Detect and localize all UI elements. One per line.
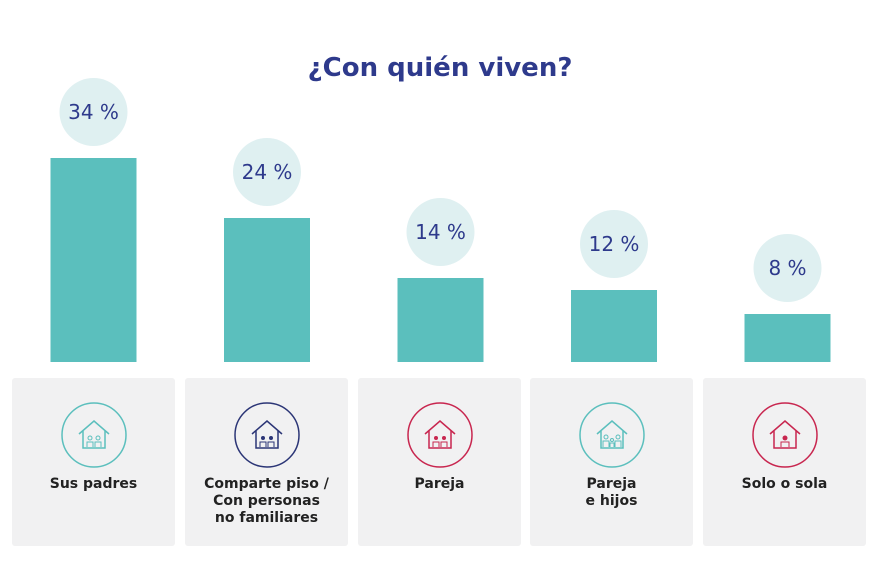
value-label: 8 % <box>768 256 806 280</box>
chart: ¿Con quién viven? 34 % 24 % 14 % 12 % 8 % <box>50 53 831 362</box>
category-card: Comparte piso / Con personas no familiar… <box>185 378 348 546</box>
bar <box>571 290 657 362</box>
value-label: 12 % <box>589 232 640 256</box>
label-bubble <box>233 138 301 206</box>
category-card: Sus padres <box>12 378 175 546</box>
label-bubble <box>59 78 128 146</box>
category-label: Comparte piso / Con personas no familiar… <box>204 476 329 526</box>
chart-title: ¿Con quién viven? <box>308 53 573 83</box>
category-label: Sus padres <box>49 476 138 492</box>
icon <box>61 402 127 468</box>
bar <box>397 278 484 362</box>
icon <box>234 402 300 468</box>
value-label: 34 % <box>68 100 119 124</box>
value-label: 14 % <box>415 220 466 244</box>
category-label: Solo o sola <box>741 476 828 492</box>
category-label: Pareja e hijos <box>585 476 638 509</box>
category-card: Solo o sola <box>703 378 866 546</box>
category-label: Pareja <box>414 476 465 492</box>
icon <box>579 402 645 468</box>
icon <box>407 402 473 468</box>
value-label: 24 % <box>242 160 293 184</box>
icon <box>752 402 818 468</box>
bar <box>224 218 310 362</box>
label-bubble <box>753 234 822 302</box>
category-card: Pareja <box>358 378 521 546</box>
label-bubble <box>406 198 475 266</box>
category-card: Pareja e hijos <box>530 378 693 546</box>
label-bubble <box>580 210 648 278</box>
bar <box>744 314 831 362</box>
bar <box>50 158 137 362</box>
